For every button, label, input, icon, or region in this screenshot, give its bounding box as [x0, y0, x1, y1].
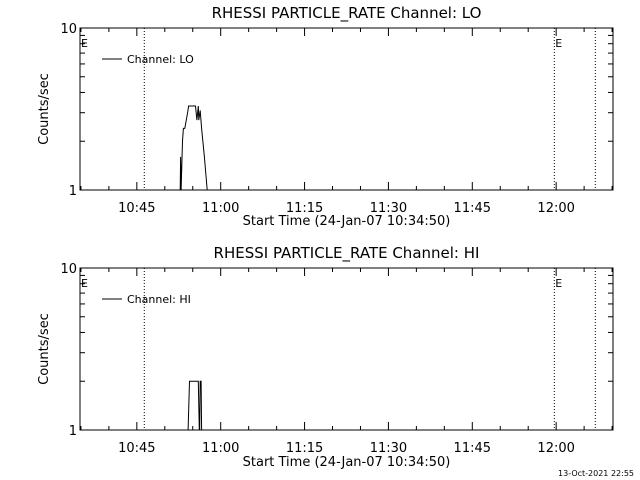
y-tick-label: 1 — [69, 184, 77, 199]
series-line — [187, 380, 203, 431]
x-tick-label: 10:45 — [118, 201, 155, 216]
y-tick-label: 10 — [60, 22, 77, 37]
y-tick-label: 10 — [60, 262, 77, 277]
event-marker-label: E — [555, 37, 562, 50]
chart-title: RHESSI PARTICLE_RATE Channel: LO — [212, 4, 482, 23]
x-tick-label: 11:30 — [370, 441, 407, 456]
plot-frame — [79, 27, 614, 191]
legend-label: Channel: LO — [127, 53, 194, 66]
x-tick-label: 11:45 — [454, 201, 491, 216]
chart-panel-1: RHESSI PARTICLE_RATE Channel: LO 1 10 10:45… — [37, 4, 614, 229]
y-axis-label: Counts/sec — [37, 73, 52, 145]
y-axis-label: Counts/sec — [37, 313, 52, 385]
legend-label: Channel: HI — [127, 293, 191, 306]
footer-timestamp: 13-Oct-2021 22:55 — [558, 469, 634, 478]
x-tick-label: 11:00 — [202, 201, 239, 216]
event-marker-label: E — [81, 277, 88, 290]
event-marker-label: E — [81, 37, 88, 50]
x-tick-label: 11:00 — [202, 441, 239, 456]
x-axis-label: Start Time (24-Jan-07 10:34:50) — [243, 455, 451, 470]
x-tick-label: 11:45 — [454, 441, 491, 456]
chart-title: RHESSI PARTICLE_RATE Channel: HI — [214, 244, 480, 263]
event-marker-label: E — [555, 277, 562, 290]
y-tick-label: 1 — [69, 424, 77, 439]
series-line — [179, 105, 208, 191]
x-tick-label: 11:30 — [370, 201, 407, 216]
x-tick-label: 11:15 — [286, 201, 323, 216]
x-tick-label: 12:00 — [537, 201, 574, 216]
x-tick-label: 12:00 — [537, 441, 574, 456]
x-axis-label: Start Time (24-Jan-07 10:34:50) — [243, 214, 451, 229]
x-tick-label: 10:45 — [118, 441, 155, 456]
chart-panel-2: RHESSI PARTICLE_RATE Channel: HI 1 10 10:45… — [37, 244, 614, 470]
plot-frame — [79, 267, 614, 431]
x-tick-label: 11:15 — [286, 441, 323, 456]
